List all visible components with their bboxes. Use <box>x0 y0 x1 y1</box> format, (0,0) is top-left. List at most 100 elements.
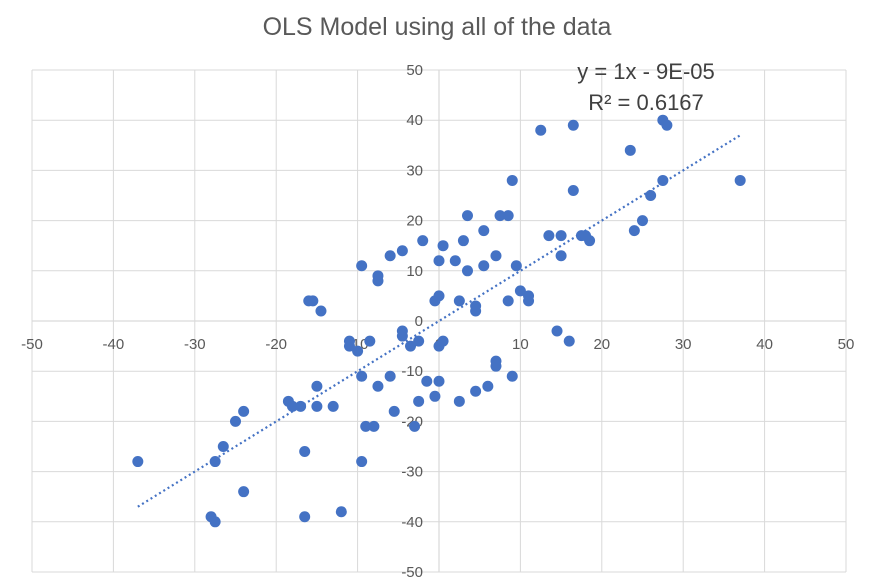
data-point <box>429 390 441 402</box>
data-point <box>343 340 355 352</box>
x-tick-label: 40 <box>756 336 773 353</box>
data-point <box>437 335 449 347</box>
data-point <box>356 260 368 272</box>
data-point <box>502 295 514 307</box>
y-tick-label: -50 <box>401 564 423 581</box>
data-point <box>555 230 567 242</box>
data-point <box>384 370 396 382</box>
x-tick-label: -30 <box>184 336 206 353</box>
data-point <box>132 456 144 468</box>
data-point <box>661 119 673 131</box>
data-point <box>384 250 396 262</box>
tick-labels: -50-40-30-20-100102030405050403020100-10… <box>21 62 854 581</box>
data-point <box>453 395 465 407</box>
data-point <box>514 285 526 297</box>
data-point <box>311 380 323 392</box>
data-point <box>388 405 400 417</box>
data-point <box>217 441 229 452</box>
data-point <box>555 250 567 262</box>
axes <box>32 70 846 572</box>
y-tick-label: -30 <box>401 464 423 481</box>
data-point <box>209 456 221 468</box>
data-point <box>453 295 465 307</box>
r-squared-label: R² = 0.6167 <box>588 90 704 115</box>
data-point <box>413 335 425 347</box>
data-point <box>523 295 535 307</box>
x-tick-label: -20 <box>265 336 287 353</box>
data-point <box>327 400 339 412</box>
data-point <box>478 225 490 237</box>
data-point <box>433 290 445 302</box>
data-point <box>360 420 372 432</box>
y-tick-label: 30 <box>406 162 423 179</box>
data-point <box>437 240 449 252</box>
x-tick-label: 50 <box>838 336 855 353</box>
data-point <box>461 265 473 277</box>
data-point <box>209 516 221 528</box>
data-point <box>470 300 482 312</box>
data-point <box>494 210 506 222</box>
data-point <box>506 174 518 186</box>
data-point <box>335 506 347 518</box>
data-point <box>535 124 547 136</box>
x-tick-label: 30 <box>675 336 692 353</box>
data-point <box>356 370 368 382</box>
y-tick-label: -10 <box>401 363 423 380</box>
y-tick-label: 10 <box>406 263 423 280</box>
data-point <box>372 275 384 287</box>
data-point <box>543 230 555 242</box>
data-point <box>482 380 494 392</box>
data-point <box>433 255 445 267</box>
x-tick-label: -40 <box>103 336 125 353</box>
data-point <box>364 335 376 347</box>
data-point <box>567 119 579 131</box>
data-point <box>295 400 307 412</box>
data-point <box>396 325 408 337</box>
data-point <box>490 250 502 262</box>
data-point <box>734 174 746 186</box>
data-point <box>510 260 522 272</box>
data-point <box>490 360 502 372</box>
data-point <box>551 325 563 337</box>
y-tick-label: 20 <box>406 213 423 230</box>
data-point <box>238 486 250 498</box>
data-point <box>502 210 514 222</box>
data-point <box>478 260 490 272</box>
trendline-equation: y = 1x - 9E-05 <box>577 59 715 84</box>
data-point <box>372 380 384 392</box>
data-point <box>637 215 648 227</box>
y-tick-label: 40 <box>406 112 423 129</box>
data-point <box>624 144 636 156</box>
data-point <box>461 210 473 222</box>
data-point <box>457 235 469 247</box>
data-point <box>352 345 364 357</box>
data-point <box>563 335 575 347</box>
y-tick-label: 0 <box>415 313 423 330</box>
data-point <box>286 400 298 412</box>
data-point <box>417 235 429 247</box>
data-point <box>628 225 640 237</box>
data-point <box>299 511 311 523</box>
data-point <box>368 420 380 432</box>
y-tick-label: -40 <box>401 514 423 531</box>
data-point <box>421 375 433 387</box>
data-point <box>396 245 408 257</box>
data-point <box>657 174 669 186</box>
data-point <box>315 305 327 317</box>
data-point <box>506 370 518 382</box>
data-point <box>299 446 311 458</box>
data-point <box>567 184 579 196</box>
data-point <box>645 190 657 201</box>
data-point <box>449 255 461 267</box>
x-tick-label: -50 <box>21 336 43 353</box>
y-tick-label: 50 <box>406 62 423 79</box>
data-point <box>433 375 445 387</box>
chart-title: OLS Model using all of the data <box>263 13 612 41</box>
data-point <box>409 420 421 432</box>
data-point <box>307 295 319 307</box>
data-point <box>356 456 368 468</box>
data-point <box>230 415 241 427</box>
data-point <box>238 405 250 417</box>
data-point <box>413 395 425 407</box>
